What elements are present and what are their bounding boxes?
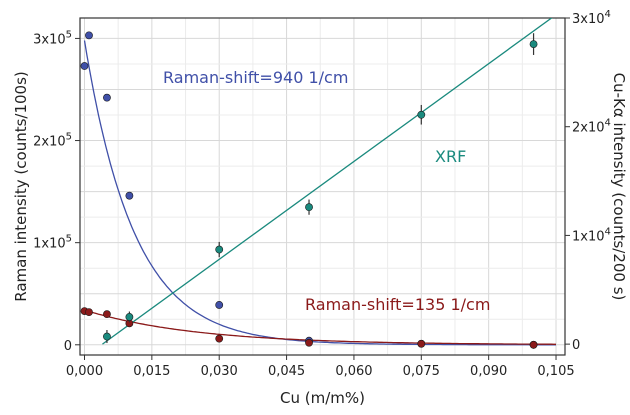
x-axis-title: Cu (m/m%) bbox=[280, 389, 365, 407]
data-point bbox=[103, 93, 111, 102]
x-tick-label: 0,015 bbox=[133, 364, 170, 379]
data-point bbox=[85, 31, 93, 40]
x-tick-label: 0,105 bbox=[537, 364, 574, 379]
y-right-tick-label: 0 bbox=[572, 338, 580, 353]
data-point bbox=[529, 40, 538, 48]
x-tick-label: 0,060 bbox=[335, 364, 372, 379]
series-raman-shift-135-1-cm bbox=[80, 307, 538, 349]
y-right-axis-ticks: 0 1x104 2x104 3x104 bbox=[565, 9, 611, 353]
x-tick-label: 0,030 bbox=[201, 364, 238, 379]
y-right-tick-label: 2x104 bbox=[572, 118, 611, 136]
x-tick-label: 0,045 bbox=[268, 364, 305, 379]
y-right-tick-label: 3x104 bbox=[572, 9, 611, 27]
fit-line-xrf bbox=[102, 18, 553, 345]
x-tick-label: 0,000 bbox=[66, 364, 103, 379]
annotation-label: Raman-shift=135 1/cm bbox=[305, 295, 490, 314]
data-point bbox=[215, 301, 224, 309]
data-point bbox=[215, 334, 224, 343]
data-point bbox=[417, 339, 426, 348]
data-point bbox=[103, 310, 111, 319]
series-xrf bbox=[103, 33, 538, 344]
data-point bbox=[305, 338, 313, 347]
y-left-tick-label: 2x105 bbox=[33, 132, 72, 150]
y-left-tick-label: 0 bbox=[64, 339, 72, 354]
data-point bbox=[417, 110, 426, 119]
y-left-axis-ticks: 0 1x105 2x105 3x105 bbox=[33, 29, 80, 354]
data-point bbox=[529, 340, 538, 349]
plot-frame bbox=[79, 17, 566, 356]
grid bbox=[80, 18, 565, 355]
annotation-label: XRF bbox=[435, 147, 466, 166]
data-point bbox=[305, 203, 313, 212]
x-tick-label: 0,090 bbox=[470, 364, 507, 379]
fit-line-raman-shift-135-1-cm bbox=[84, 309, 556, 345]
data-point bbox=[125, 313, 134, 321]
plot-area bbox=[80, 18, 565, 355]
fit-line-raman-shift-940-1-cm bbox=[83, 40, 556, 346]
y-left-tick-label: 3x105 bbox=[33, 29, 72, 47]
y-right-axis-title: Cu-Kα intensity (counts/200 s) bbox=[610, 73, 628, 301]
y-left-axis-title: Raman intensity (counts/100s) bbox=[12, 71, 30, 302]
data-point bbox=[85, 308, 93, 317]
data-point bbox=[125, 191, 134, 200]
data-point bbox=[103, 332, 111, 341]
data-point bbox=[80, 62, 89, 70]
y-left-tick-label: 1x105 bbox=[33, 234, 72, 252]
data-point bbox=[215, 245, 224, 254]
y-right-tick-label: 1x104 bbox=[572, 226, 611, 244]
x-axis-ticks: 0,000 0,015 0,030 0,045 0,060 0,075 0,090 0,105 bbox=[66, 355, 575, 379]
annotation-label: Raman-shift=940 1/cm bbox=[163, 68, 348, 87]
x-tick-label: 0,075 bbox=[403, 364, 440, 379]
